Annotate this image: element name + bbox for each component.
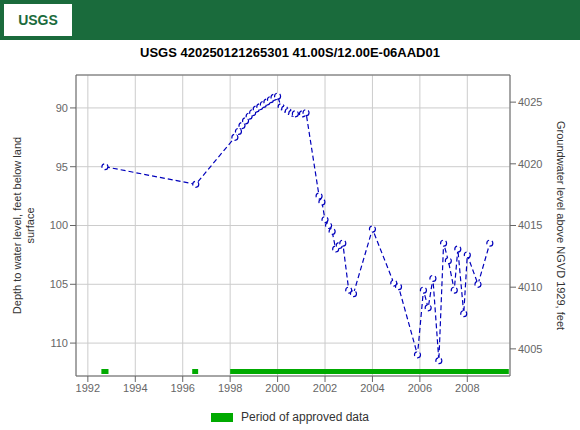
svg-text:1996: 1996 bbox=[170, 382, 194, 394]
svg-text:4020: 4020 bbox=[518, 158, 542, 170]
svg-text:95: 95 bbox=[56, 161, 68, 173]
svg-text:1998: 1998 bbox=[218, 382, 242, 394]
html-text:Period of approved data: Period of approved data bbox=[241, 410, 369, 424]
svg-text:100: 100 bbox=[50, 219, 68, 231]
svg-text:110: 110 bbox=[50, 337, 68, 349]
svg-text:4025: 4025 bbox=[518, 96, 542, 108]
svg-text:4010: 4010 bbox=[518, 281, 542, 293]
svg-text:2004: 2004 bbox=[360, 382, 384, 394]
svg-text:2000: 2000 bbox=[265, 382, 289, 394]
svg-text:1992: 1992 bbox=[76, 382, 100, 394]
svg-text:4005: 4005 bbox=[518, 343, 542, 355]
svg-text:2006: 2006 bbox=[408, 382, 432, 394]
svg-text:Depth to water level, feet bel: Depth to water level, feet below landsur… bbox=[11, 137, 36, 314]
svg-text:Groundwater level above NGVD 1: Groundwater level above NGVD 1929, feet bbox=[555, 121, 567, 330]
svg-text:2008: 2008 bbox=[455, 382, 479, 394]
svg-text:2002: 2002 bbox=[313, 382, 337, 394]
svg-text:1994: 1994 bbox=[123, 382, 147, 394]
svg-text:90: 90 bbox=[56, 102, 68, 114]
html-text:USGS 420250121265301 41.00S/12: USGS 420250121265301 41.00S/12.00E-06AAD… bbox=[140, 45, 440, 60]
html-text:USGS: USGS bbox=[18, 12, 58, 28]
svg-text:4015: 4015 bbox=[518, 219, 542, 231]
svg-text:105: 105 bbox=[50, 278, 68, 290]
